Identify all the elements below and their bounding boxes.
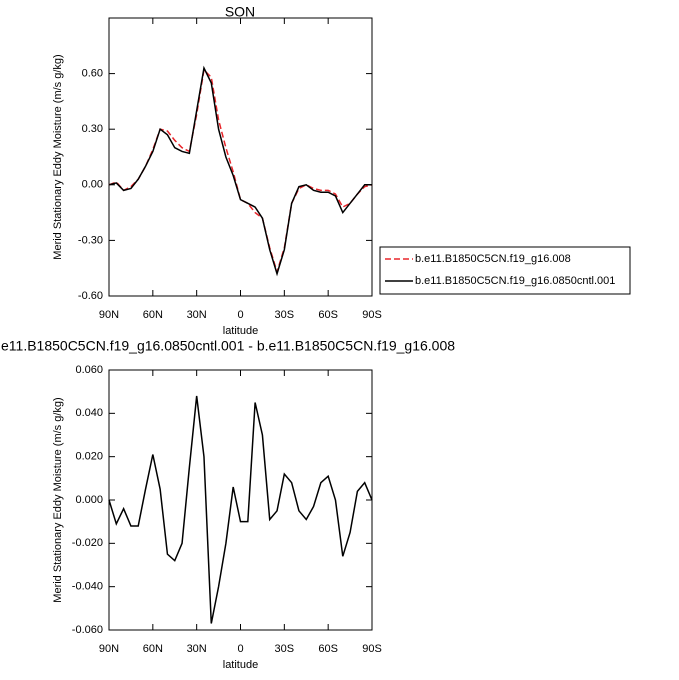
y-tick-label: 0.30 — [82, 123, 103, 135]
legend-label: b.e11.B1850C5CN.f19_g16.0850cntl.001 — [415, 275, 615, 287]
x-axis-label: latitude — [223, 659, 258, 671]
data-line — [108, 68, 373, 275]
y-tick-label: 0.020 — [75, 451, 103, 463]
data-line — [108, 65, 372, 277]
x-tick-label: 30S — [275, 643, 295, 655]
x-tick-label: 90S — [362, 643, 382, 655]
x-tick-label: 30N — [187, 643, 207, 655]
x-tick-label: 30S — [275, 309, 295, 321]
y-axis-label: Merid Stationary Eddy Moisture (m/s g/kg… — [52, 54, 64, 259]
x-tick-label: 60N — [143, 643, 163, 655]
y-tick-label: -0.060 — [72, 624, 103, 636]
y-tick-label: 0.60 — [82, 68, 103, 80]
x-tick-label: 90S — [362, 309, 382, 321]
chart-title: e11.B1850C5CN.f19_g16.0850cntl.001 - b.e… — [1, 338, 455, 354]
y-tick-label: 0.00 — [82, 179, 103, 191]
y-tick-label: 0.000 — [75, 494, 103, 506]
y-tick-label: 0.060 — [75, 364, 103, 376]
x-tick-label: 0 — [237, 643, 243, 655]
x-tick-label: 90N — [99, 309, 119, 321]
y-tick-label: 0.040 — [75, 407, 103, 419]
x-tick-label: 60S — [318, 309, 338, 321]
x-tick-label: 90N — [99, 643, 119, 655]
x-tick-label: 30N — [187, 309, 207, 321]
legend-label: b.e11.B1850C5CN.f19_g16.008 — [415, 253, 571, 265]
plot-frame — [108, 369, 373, 631]
chart-title: SON — [225, 4, 255, 20]
y-axis-label: Merid Stationary Eddy Moisture (m/s g/kg… — [52, 397, 64, 602]
plot-frame — [108, 17, 373, 297]
x-tick-label: 0 — [237, 309, 243, 321]
legend-box — [379, 246, 631, 295]
y-tick-label: -0.040 — [72, 581, 103, 593]
x-tick-label: 60S — [318, 643, 338, 655]
data-line — [108, 395, 373, 624]
y-tick-label: -0.60 — [78, 290, 103, 302]
x-axis-label: latitude — [223, 325, 258, 337]
y-tick-label: -0.020 — [72, 537, 103, 549]
x-tick-label: 60N — [143, 309, 163, 321]
y-tick-label: -0.30 — [78, 234, 103, 246]
